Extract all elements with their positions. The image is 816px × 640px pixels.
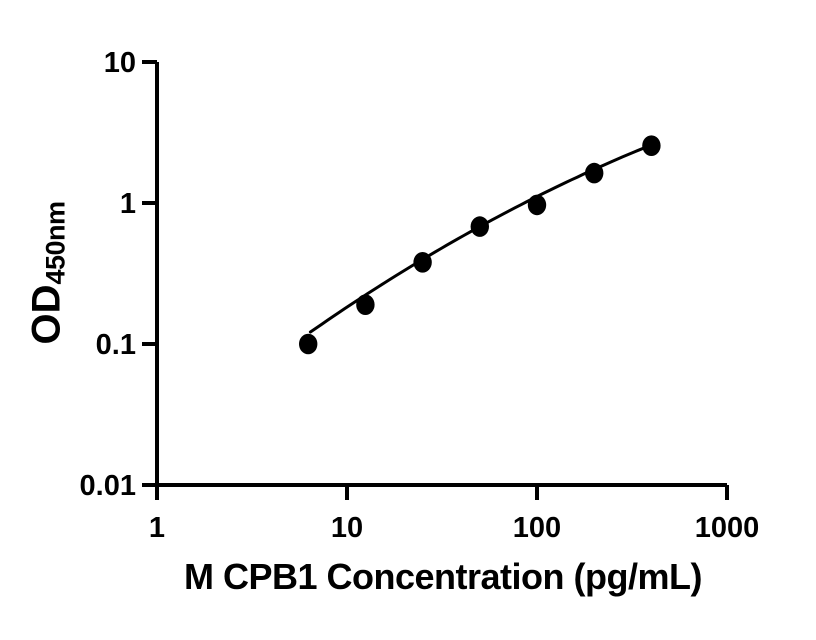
data-point [356,294,375,316]
y-axis-title-subscript: 450nm [40,201,71,285]
data-point [642,135,661,156]
y-tick-label: 1 [120,188,136,220]
x-tick-label: 1000 [695,512,760,544]
x-tick-label: 100 [513,512,561,544]
y-axis-title-main: OD [24,284,69,345]
y-tick-label: 10 [104,47,136,79]
x-axis-title: M CPB1 Concentration (pg/mL) [184,556,702,597]
data-point [585,162,604,184]
x-tick-label: 10 [331,512,363,544]
y-tick-label: 0.1 [96,329,136,361]
data-point [527,194,547,216]
y-axis-title: OD450nm [24,201,71,345]
y-tick-label: 0.01 [80,470,136,502]
data-point [299,333,318,355]
data-point [413,251,432,273]
x-tick-label: 1 [149,512,165,544]
data-point [470,216,489,237]
